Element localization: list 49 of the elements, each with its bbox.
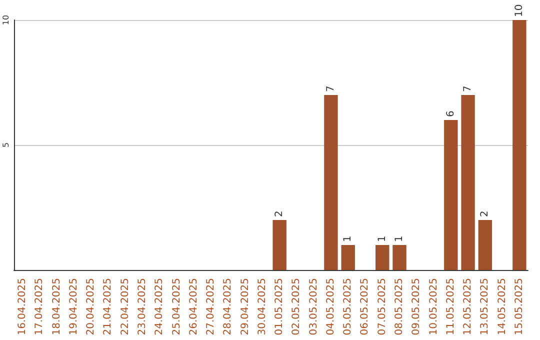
- x-tick-label: 30.04.2025: [256, 278, 268, 336]
- x-tick-label: 13.05.2025: [480, 278, 491, 336]
- bar: [512, 20, 526, 270]
- x-tick-label: 04.05.2025: [325, 278, 336, 336]
- x-tick-label: 22.04.2025: [120, 278, 131, 336]
- x-tick-label: 14.05.2025: [496, 278, 508, 336]
- x-tick-label: 07.05.2025: [376, 278, 388, 336]
- x-tick-label: 01.05.2025: [274, 278, 286, 336]
- x-tick-label: 08.05.2025: [394, 278, 405, 336]
- data-label: 2: [480, 210, 491, 217]
- x-tick-label: 24.04.2025: [154, 278, 166, 336]
- data-label: 7: [462, 86, 474, 92]
- bar: [272, 220, 286, 270]
- data-label: 1: [376, 236, 388, 242]
- x-tick-label: 19.04.2025: [68, 278, 80, 336]
- x-tick-label: 25.04.2025: [171, 278, 182, 336]
- x-tick-label: 05.05.2025: [342, 278, 354, 336]
- x-tick-label: 09.05.2025: [411, 278, 422, 336]
- data-label: 1: [342, 236, 354, 242]
- bar: [478, 220, 492, 270]
- bar: [324, 95, 338, 270]
- bar: [376, 245, 390, 270]
- x-tick-label: 03.05.2025: [308, 278, 320, 336]
- x-tick-label: 16.04.2025: [17, 278, 28, 336]
- bar: [341, 245, 355, 270]
- x-tick-label: 15.05.2025: [514, 278, 525, 336]
- x-tick-label: 02.05.2025: [291, 278, 302, 336]
- y-tick-label: 5: [2, 142, 10, 148]
- x-tick-label: 29.04.2025: [240, 278, 251, 336]
- x-tick-label: 10.05.2025: [428, 278, 440, 336]
- x-tick-label: 17.04.2025: [34, 278, 46, 336]
- x-tick-label: 06.05.2025: [360, 278, 371, 336]
- x-tick-label: 20.04.2025: [86, 278, 97, 336]
- data-label: 1: [394, 236, 405, 242]
- data-label: 7: [325, 86, 336, 92]
- data-label: 2: [274, 210, 286, 217]
- bar: [444, 120, 458, 270]
- x-tick-label: 27.04.2025: [206, 278, 217, 336]
- bar: [461, 95, 475, 270]
- x-tick-label: 12.05.2025: [462, 278, 474, 336]
- x-tick-label: 23.04.2025: [137, 278, 148, 336]
- bar: [392, 245, 406, 270]
- x-tick-label: 18.04.2025: [51, 278, 62, 336]
- x-tick-label: 26.04.2025: [188, 278, 200, 336]
- x-tick-label: 11.05.2025: [445, 278, 456, 336]
- data-label: 10: [514, 4, 525, 17]
- x-tick-label: 28.04.2025: [222, 278, 234, 336]
- data-label: 6: [445, 110, 456, 117]
- x-tick-label: 21.04.2025: [102, 278, 114, 336]
